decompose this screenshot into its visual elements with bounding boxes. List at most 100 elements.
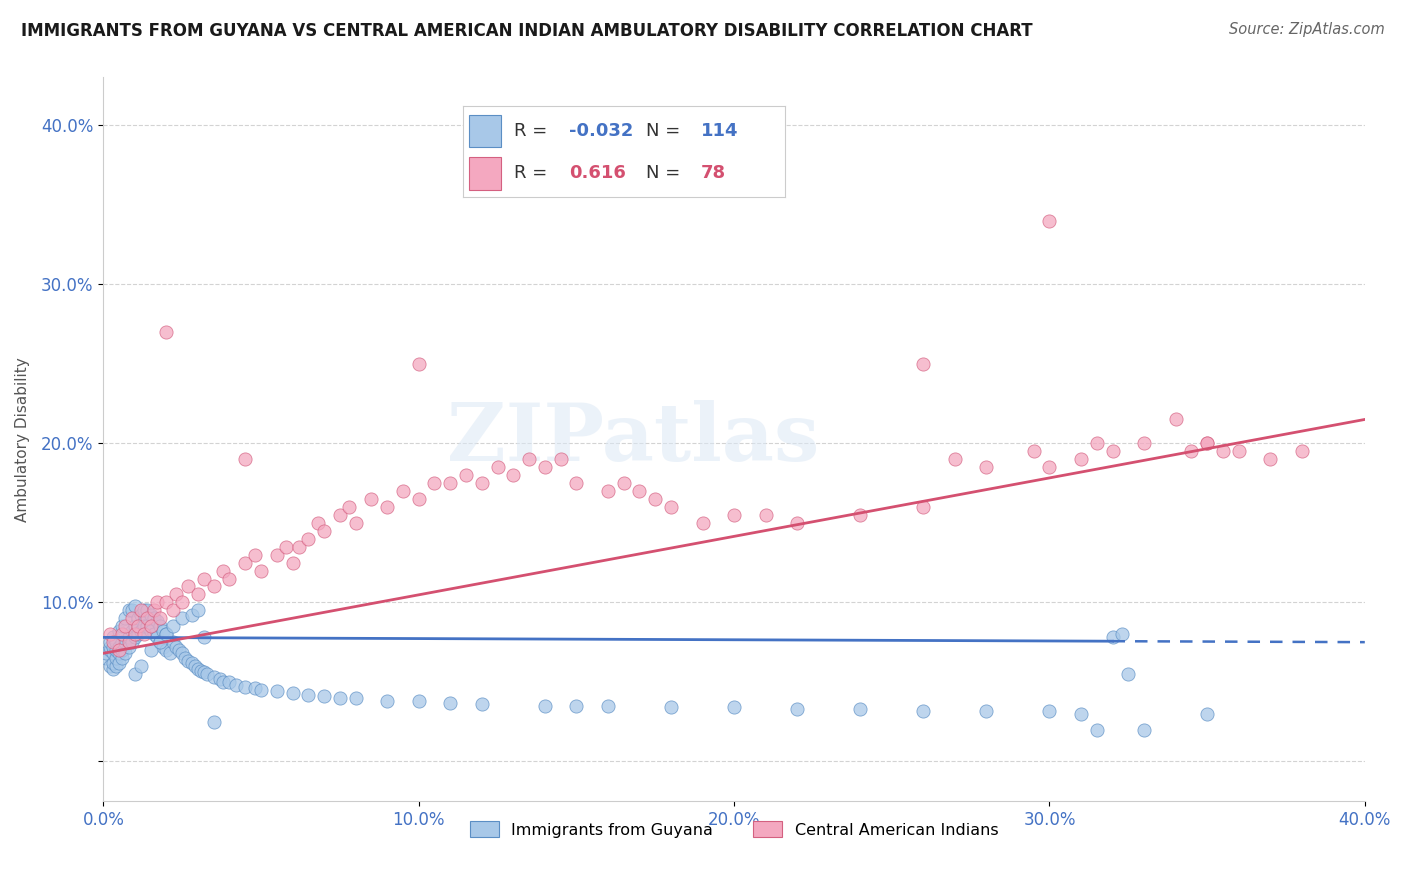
Point — [117, 603, 139, 617]
Point — [101, 640, 124, 654]
Point — [250, 682, 273, 697]
Point — [1038, 460, 1060, 475]
Point — [912, 704, 935, 718]
Text: ZIPatlas: ZIPatlas — [447, 401, 820, 478]
Point — [1085, 723, 1108, 737]
Point — [162, 635, 184, 649]
Text: Source: ZipAtlas.com: Source: ZipAtlas.com — [1229, 22, 1385, 37]
Point — [1038, 213, 1060, 227]
Point — [193, 572, 215, 586]
Point — [212, 674, 235, 689]
Point — [1180, 444, 1202, 458]
Point — [1197, 706, 1219, 721]
Point — [1111, 627, 1133, 641]
Point — [136, 611, 159, 625]
Point — [104, 659, 127, 673]
Point — [139, 608, 162, 623]
Point — [117, 640, 139, 654]
Point — [167, 643, 190, 657]
Point — [98, 659, 121, 673]
Point — [124, 667, 146, 681]
Point — [172, 595, 194, 609]
Point — [471, 476, 494, 491]
Point — [486, 460, 509, 475]
Point — [297, 688, 319, 702]
Point — [162, 619, 184, 633]
Point — [114, 619, 136, 633]
Point — [104, 643, 127, 657]
Point — [177, 654, 200, 668]
Point — [276, 540, 298, 554]
Point — [108, 643, 131, 657]
Point — [108, 640, 131, 654]
Point — [101, 646, 124, 660]
Point — [1164, 412, 1187, 426]
Point — [1258, 452, 1281, 467]
Point — [266, 548, 288, 562]
Point — [114, 611, 136, 625]
Point — [146, 615, 169, 629]
Point — [134, 619, 156, 633]
Point — [243, 548, 266, 562]
Point — [849, 508, 872, 522]
Point — [96, 646, 118, 660]
Point — [121, 603, 143, 617]
Point — [243, 681, 266, 696]
Text: IMMIGRANTS FROM GUYANA VS CENTRAL AMERICAN INDIAN AMBULATORY DISABILITY CORRELAT: IMMIGRANTS FROM GUYANA VS CENTRAL AMERIC… — [21, 22, 1033, 40]
Point — [202, 714, 225, 729]
Point — [187, 587, 209, 601]
Point — [187, 603, 209, 617]
Point — [723, 700, 745, 714]
Point — [117, 631, 139, 645]
Point — [124, 627, 146, 641]
Point — [1212, 444, 1234, 458]
Point — [454, 468, 477, 483]
Point — [1022, 444, 1045, 458]
Point — [596, 483, 619, 498]
Point — [659, 500, 682, 514]
Point — [1038, 704, 1060, 718]
Point — [565, 476, 588, 491]
Point — [1070, 452, 1092, 467]
Point — [202, 670, 225, 684]
Point — [165, 587, 187, 601]
Point — [208, 672, 231, 686]
Point — [155, 325, 177, 339]
Point — [392, 483, 415, 498]
Point — [172, 611, 194, 625]
Point — [281, 556, 304, 570]
Point — [439, 476, 461, 491]
Point — [281, 686, 304, 700]
Point — [644, 491, 666, 506]
Point — [755, 508, 778, 522]
Point — [329, 690, 352, 705]
Point — [96, 651, 118, 665]
Point — [124, 599, 146, 613]
Point — [152, 640, 174, 654]
Point — [114, 635, 136, 649]
Point — [139, 643, 162, 657]
Point — [786, 516, 808, 530]
Point — [142, 627, 165, 641]
Point — [1116, 667, 1139, 681]
Point — [225, 678, 247, 692]
Point — [121, 611, 143, 625]
Point — [786, 702, 808, 716]
Legend: Immigrants from Guyana, Central American Indians: Immigrants from Guyana, Central American… — [464, 814, 1005, 844]
Point — [187, 662, 209, 676]
Point — [360, 491, 382, 506]
Point — [155, 627, 177, 641]
Point — [1070, 706, 1092, 721]
Point — [502, 468, 524, 483]
Point — [1197, 436, 1219, 450]
Point — [136, 603, 159, 617]
Point — [1101, 631, 1123, 645]
Point — [117, 635, 139, 649]
Point — [197, 667, 219, 681]
Point — [177, 579, 200, 593]
Point — [375, 500, 398, 514]
Point — [146, 631, 169, 645]
Point — [165, 640, 187, 654]
Point — [134, 603, 156, 617]
Point — [233, 680, 256, 694]
